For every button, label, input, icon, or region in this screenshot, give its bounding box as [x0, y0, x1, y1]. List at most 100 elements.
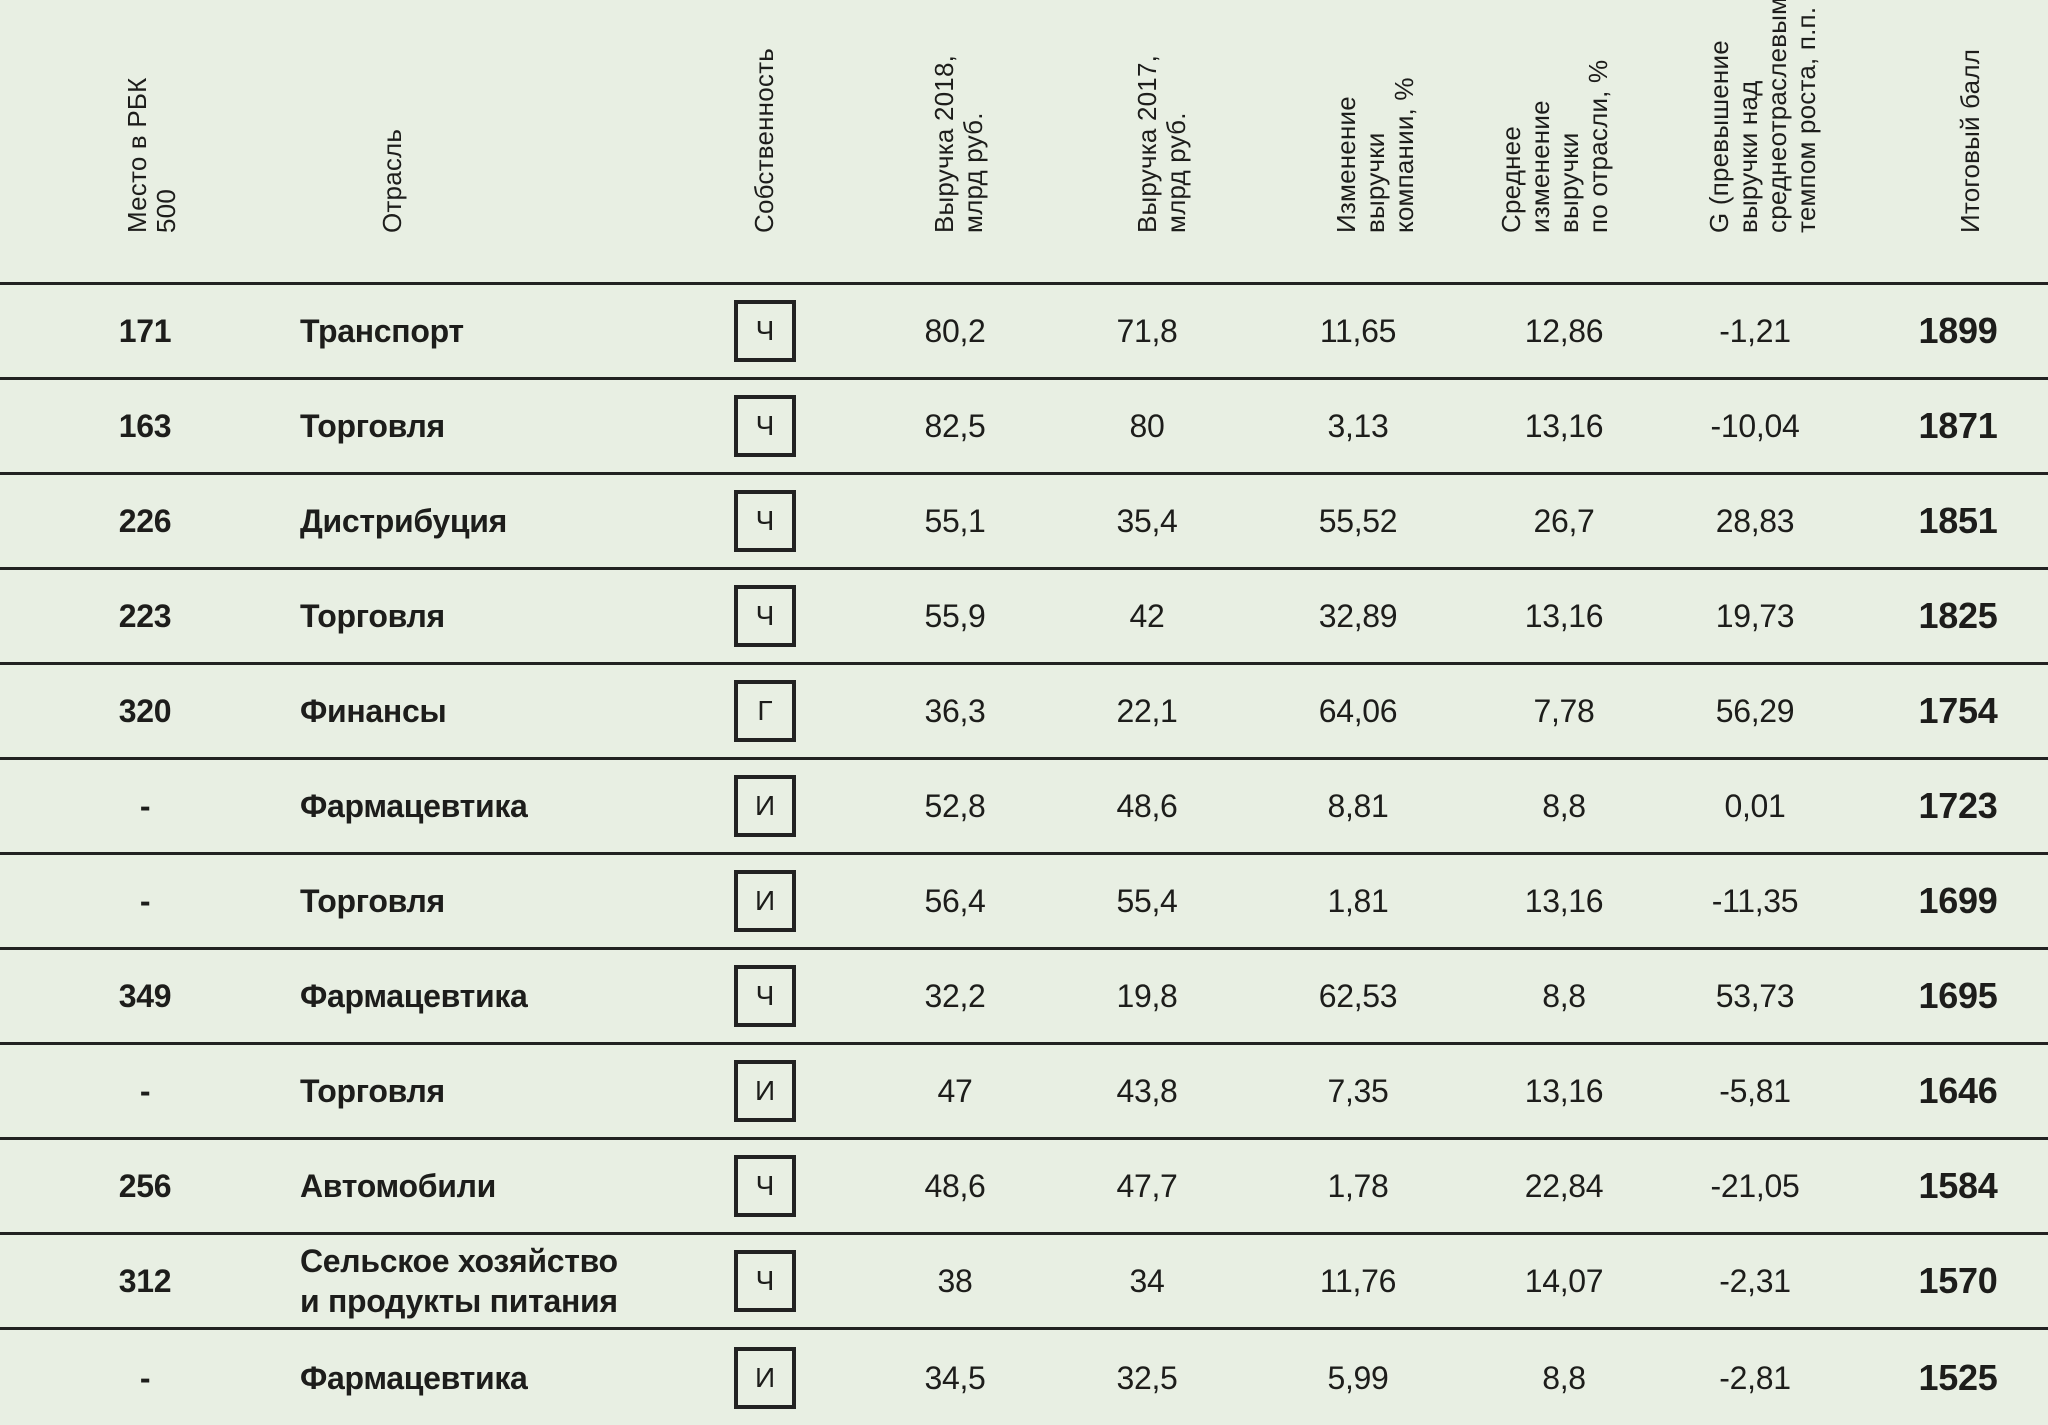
g-index-cell: 53,73 [1715, 978, 1795, 1014]
ownership-badge: Ч [734, 1155, 796, 1217]
industry-average-cell: 22,84 [1524, 1168, 1604, 1204]
revenue-2018-cell: 36,3 [924, 693, 986, 729]
ownership-badge: Ч [734, 1250, 796, 1312]
g-index-cell: -2,81 [1719, 1359, 1791, 1396]
revenue-2018-cell: 32,2 [924, 978, 986, 1014]
industry-average-cell: 26,7 [1533, 503, 1595, 539]
ownership-badge: И [734, 1060, 796, 1122]
company-change-cell: 62,53 [1318, 978, 1398, 1014]
table-row: 223 Торговля Ч 55,9 42 32,89 13,16 19,73… [0, 570, 2048, 665]
column-header-revenue-2017: Выручка 2017, млрд руб. [1132, 54, 1191, 233]
ownership-badge: И [734, 870, 796, 932]
industry-cell: Фармацевтика [300, 978, 528, 1014]
column-header-industry: Отрасль [377, 128, 407, 233]
revenue-2018-cell: 47 [937, 1073, 973, 1109]
rank-cell: 312 [118, 1263, 172, 1299]
table-row: - Фармацевтика И 34,5 32,5 5,99 8,8 -2,8… [0, 1330, 2048, 1425]
industry-average-cell: 8,8 [1542, 788, 1586, 824]
table-row: 171 Транспорт Ч 80,2 71,8 11,65 12,86 -1… [0, 285, 2048, 380]
ownership-badge: И [734, 1346, 796, 1409]
company-change-cell: 7,35 [1327, 1073, 1389, 1109]
revenue-2018-cell: 52,8 [924, 788, 986, 824]
table-row: 349 Фармацевтика Ч 32,2 19,8 62,53 8,8 5… [0, 950, 2048, 1045]
g-index-cell: -21,05 [1710, 1168, 1800, 1204]
table-header: Место в РБК 500 Отрасль Собственность Вы… [0, 0, 2048, 285]
rank-cell: 163 [118, 408, 172, 444]
final-score-cell: 1899 [1918, 310, 1998, 351]
industry-average-cell: 13,16 [1524, 408, 1604, 444]
g-index-cell: 56,29 [1715, 693, 1795, 729]
final-score-cell: 1646 [1918, 1070, 1998, 1111]
rank-cell: 349 [118, 978, 172, 1014]
industry-average-cell: 13,16 [1524, 1073, 1604, 1109]
revenue-2018-cell: 56,4 [924, 883, 986, 919]
revenue-2017-cell: 42 [1129, 598, 1165, 634]
industry-cell: Транспорт [300, 313, 464, 349]
ownership-badge: Ч [734, 585, 796, 647]
company-change-cell: 8,81 [1327, 788, 1389, 824]
rank-cell: 226 [118, 503, 172, 539]
table-row: 256 Автомобили Ч 48,6 47,7 1,78 22,84 -2… [0, 1140, 2048, 1235]
ownership-badge: Ч [734, 490, 796, 552]
revenue-2017-cell: 32,5 [1116, 1359, 1178, 1396]
revenue-2017-cell: 47,7 [1116, 1168, 1178, 1204]
table-row: 226 Дистрибуция Ч 55,1 35,4 55,52 26,7 2… [0, 475, 2048, 570]
g-index-cell: -10,04 [1710, 408, 1800, 444]
company-change-cell: 3,13 [1327, 408, 1389, 444]
revenue-2018-cell: 82,5 [924, 408, 986, 444]
revenue-2017-cell: 48,6 [1116, 788, 1178, 824]
industry-cell: Торговля [300, 1073, 445, 1109]
company-change-cell: 55,52 [1318, 503, 1398, 539]
final-score-cell: 1851 [1918, 500, 1998, 541]
ownership-badge: Ч [734, 300, 796, 362]
table-body: 171 Транспорт Ч 80,2 71,8 11,65 12,86 -1… [0, 285, 2048, 1425]
column-header-industry-average-change: Среднее изменение выручки по отрасли, % [1496, 59, 1613, 233]
g-index-cell: -5,81 [1719, 1073, 1791, 1109]
industry-cell: Финансы [300, 693, 447, 729]
industry-average-cell: 13,16 [1524, 598, 1604, 634]
rank-cell: 320 [118, 693, 172, 729]
column-header-final-score: Итоговый балл [1955, 48, 1985, 233]
ownership-badge: Ч [734, 395, 796, 457]
g-index-cell: 0,01 [1724, 788, 1786, 824]
revenue-2018-cell: 80,2 [924, 313, 986, 349]
industry-average-cell: 14,07 [1524, 1263, 1604, 1299]
rank-cell: - [139, 1073, 151, 1109]
column-header-ownership: Собственность [749, 48, 779, 233]
industry-average-cell: 12,86 [1524, 313, 1604, 349]
final-score-cell: 1570 [1918, 1260, 1998, 1301]
final-score-cell: 1525 [1918, 1356, 1998, 1398]
revenue-2018-cell: 34,5 [924, 1359, 986, 1396]
industry-average-cell: 13,16 [1524, 883, 1604, 919]
revenue-2018-cell: 55,9 [924, 598, 986, 634]
final-score-cell: 1699 [1918, 880, 1998, 921]
revenue-2017-cell: 19,8 [1116, 978, 1178, 1014]
company-change-cell: 32,89 [1318, 598, 1398, 634]
g-index-cell: -2,31 [1719, 1263, 1791, 1299]
ownership-badge: Ч [734, 965, 796, 1027]
column-header-rank: Место в РБК 500 [122, 77, 181, 234]
ownership-badge: И [734, 775, 796, 837]
column-header-company-change: Изменение выручки компании, % [1331, 77, 1419, 233]
rank-cell: 171 [118, 313, 172, 349]
table-row: - Торговля И 56,4 55,4 1,81 13,16 -11,35… [0, 855, 2048, 950]
g-index-cell: -1,21 [1719, 313, 1791, 349]
rank-cell: - [139, 883, 151, 919]
g-index-cell: 19,73 [1715, 598, 1795, 634]
company-change-cell: 11,76 [1319, 1263, 1397, 1299]
company-change-cell: 1,78 [1327, 1168, 1389, 1204]
revenue-2018-cell: 55,1 [924, 503, 986, 539]
final-score-cell: 1723 [1918, 785, 1998, 826]
industry-cell: Торговля [300, 883, 445, 919]
industry-cell: Автомобили [300, 1168, 496, 1204]
company-change-cell: 64,06 [1318, 693, 1398, 729]
final-score-cell: 1825 [1918, 595, 1998, 636]
table-row: 320 Финансы Г 36,3 22,1 64,06 7,78 56,29… [0, 665, 2048, 760]
revenue-2017-cell: 35,4 [1116, 503, 1178, 539]
revenue-2017-cell: 34 [1129, 1263, 1165, 1299]
industry-average-cell: 7,78 [1533, 693, 1595, 729]
company-change-cell: 1,81 [1327, 883, 1389, 919]
industry-cell: Фармацевтика [300, 788, 528, 824]
revenue-2017-cell: 80 [1129, 408, 1165, 444]
